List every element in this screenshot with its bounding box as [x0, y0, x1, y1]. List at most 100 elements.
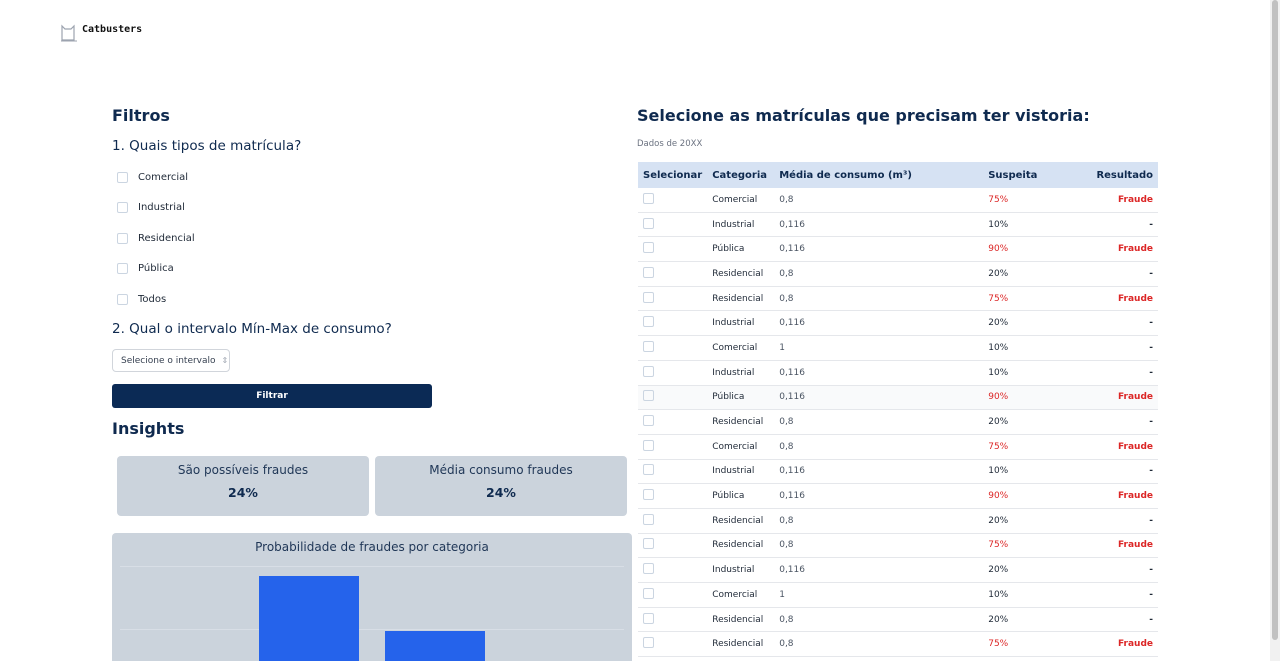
question: 1. Quais tipos de matrícula?	[112, 138, 302, 154]
checkbox[interactable]	[117, 293, 128, 305]
consumption-cell: 0,8	[774, 409, 984, 435]
panel-title: Probabilidade de fraudes por categoria	[255, 540, 489, 554]
consumption-cell: 0,116	[774, 385, 984, 411]
suspicion-cell: 10%	[983, 582, 1066, 608]
row-checkbox[interactable]	[643, 192, 654, 204]
table-row: Pública 0,116 90% Fraude	[638, 236, 1158, 263]
row-checkbox[interactable]	[643, 316, 654, 328]
column-header: Média de consumo (m³)	[774, 162, 984, 188]
bar	[259, 576, 359, 661]
table-row: Comercial 1 10% -	[638, 582, 1158, 608]
option[interactable]: Comercial	[117, 170, 188, 184]
table-row: Residencial 0,8 75% Fraude	[638, 533, 1158, 559]
checkbox[interactable]	[117, 232, 128, 244]
range-select[interactable]: Selecione o intervalo ⇕	[112, 349, 230, 372]
table-row: Residencial 0,8 75% Fraude	[638, 631, 1158, 658]
column-header: Suspeita	[983, 162, 1066, 188]
category-cell: Industrial	[707, 557, 775, 583]
checkbox[interactable]	[117, 202, 128, 214]
option[interactable]: Pública	[117, 262, 174, 276]
option[interactable]: Residencial	[117, 231, 195, 245]
brand[interactable]: Catbusters	[82, 24, 143, 35]
table-row: Industrial 0,116 10% -	[638, 360, 1158, 386]
category-cell: Pública	[707, 236, 775, 263]
suspicion-cell: 20%	[983, 261, 1066, 287]
result-cell: -	[1065, 335, 1158, 361]
consumption-cell: 0,8	[774, 607, 984, 633]
result-cell: -	[1065, 409, 1158, 435]
category-cell: Pública	[707, 385, 775, 411]
option[interactable]: Todos	[117, 292, 166, 306]
category-cell: Residencial	[707, 607, 775, 633]
consumption-cell: 0,8	[774, 631, 984, 658]
row-checkbox[interactable]	[643, 538, 654, 550]
cell	[638, 631, 708, 658]
result-cell: Fraude	[1065, 533, 1158, 559]
category-cell: Industrial	[707, 459, 775, 485]
header-row: Selecionar Categoria Média de consumo (m³)…	[638, 162, 1158, 188]
row-checkbox[interactable]	[643, 217, 654, 229]
table-row: Pública 0,116 90% Fraude	[638, 385, 1158, 411]
checkbox[interactable]	[117, 263, 128, 275]
option-label: Comercial	[138, 171, 189, 183]
table-row: Industrial 0,116 10% -	[638, 212, 1158, 238]
row-checkbox[interactable]	[643, 464, 654, 476]
row-checkbox[interactable]	[643, 563, 654, 575]
grid	[120, 566, 624, 567]
row-checkbox[interactable]	[643, 291, 654, 303]
result-cell: -	[1065, 459, 1158, 485]
table-title: Selecione as matrículas que precisam ter…	[637, 106, 1090, 125]
row-checkbox[interactable]	[643, 637, 654, 649]
option-label: Todos	[138, 293, 167, 305]
table-subtitle: Dados de 20XX	[637, 139, 703, 149]
table-row: Comercial 1 10% -	[638, 335, 1158, 361]
cell	[638, 409, 708, 435]
result-cell: Fraude	[1065, 434, 1158, 460]
row-checkbox[interactable]	[643, 365, 654, 377]
consumption-cell: 0,116	[774, 310, 984, 337]
card-value: 24%	[228, 485, 258, 500]
scrollbar-thumb[interactable]	[1272, 0, 1278, 640]
row-checkbox[interactable]	[643, 266, 654, 278]
cell	[638, 459, 708, 485]
suspicion-cell: 20%	[983, 310, 1066, 337]
consumption-cell: 0,116	[774, 360, 984, 386]
cell	[638, 483, 708, 509]
cell	[638, 286, 708, 312]
category-cell: Residencial	[707, 631, 775, 658]
suspicion-cell: 20%	[983, 607, 1066, 633]
category-cell: Residencial	[707, 261, 775, 287]
consumption-cell: 0,8	[774, 533, 984, 559]
filter-button[interactable]: Filtrar	[112, 384, 432, 408]
row-checkbox[interactable]	[643, 415, 654, 427]
option[interactable]: Industrial	[117, 201, 185, 215]
row-checkbox[interactable]	[643, 587, 654, 599]
cell	[638, 385, 708, 411]
cell	[638, 261, 708, 287]
result-cell: Fraude	[1065, 236, 1158, 263]
category-cell: Comercial	[707, 582, 775, 608]
row-checkbox[interactable]	[643, 242, 654, 254]
row-checkbox[interactable]	[643, 340, 654, 352]
checkbox[interactable]	[117, 171, 128, 183]
suspicion-cell: 75%	[983, 286, 1066, 312]
row-checkbox[interactable]	[643, 612, 654, 624]
column-header: Categoria	[707, 162, 775, 188]
category-cell: Comercial	[707, 335, 775, 361]
option-label: Industrial	[138, 202, 185, 214]
cell	[638, 212, 708, 238]
suspicion-cell: 10%	[983, 360, 1066, 386]
consumption-cell: 0,8	[774, 286, 984, 312]
question: 2. Qual o intervalo Mín-Max de consumo?	[112, 321, 392, 337]
row-checkbox[interactable]	[643, 439, 654, 451]
bar	[385, 631, 485, 661]
cell	[638, 607, 708, 633]
row-checkbox[interactable]	[643, 390, 654, 402]
category-cell: Industrial	[707, 310, 775, 337]
row-checkbox[interactable]	[643, 513, 654, 525]
cell	[638, 533, 708, 559]
card: São possíveis fraudes 24%	[117, 456, 369, 516]
table-row: Pública 0,116 90% Fraude	[638, 483, 1158, 509]
category-cell: Industrial	[707, 360, 775, 386]
row-checkbox[interactable]	[643, 489, 654, 501]
